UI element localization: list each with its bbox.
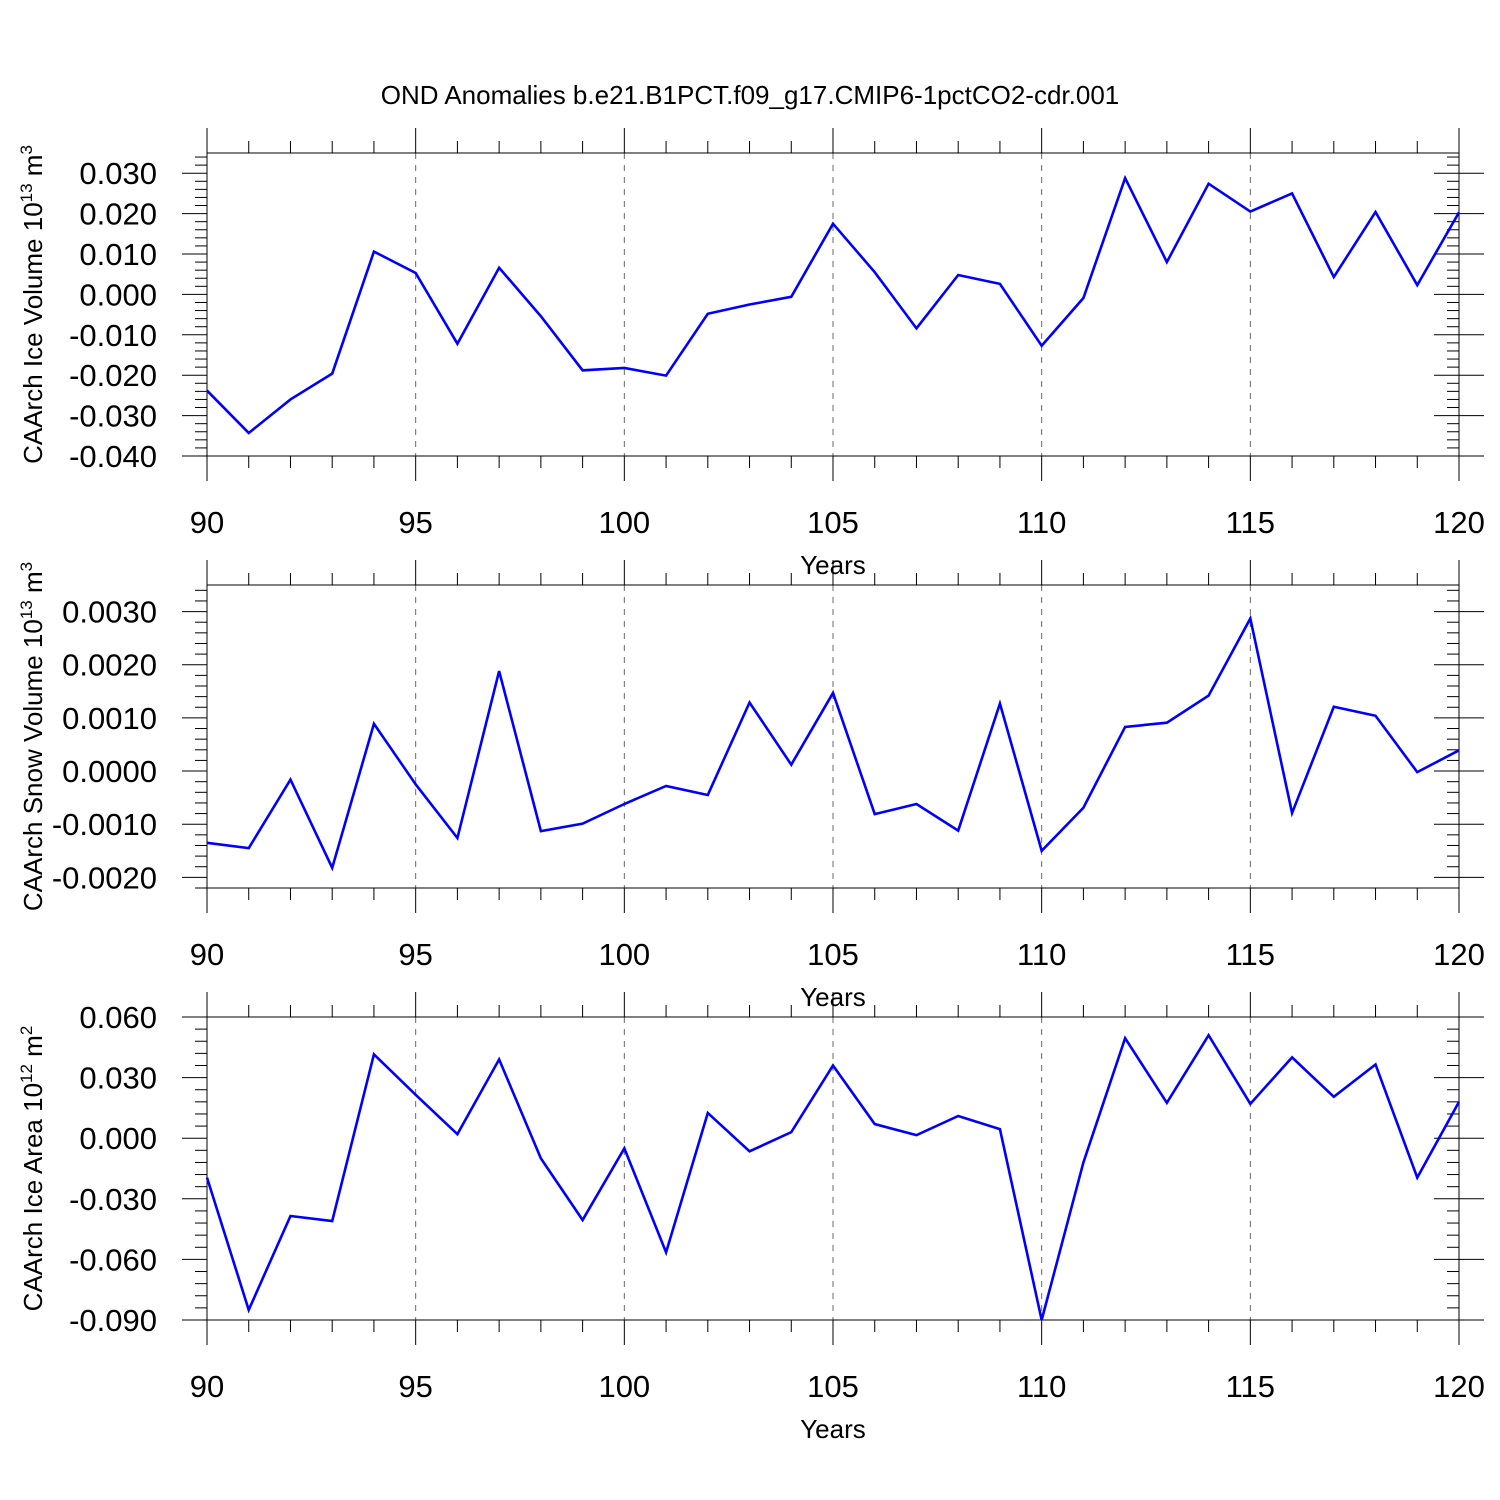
y-tick-label: -0.040 (69, 439, 157, 474)
y-tick-label: -0.0020 (52, 860, 157, 895)
y-axis-label-part: 13 (17, 600, 36, 619)
y-axis-label-part: CAArch Snow Volume 10 (18, 619, 48, 911)
y-axis-label-part: 3 (17, 562, 36, 571)
x-tick-label: 100 (598, 937, 650, 972)
y-axis-label-part: CAArch Ice Area 10 (18, 1083, 48, 1311)
x-tick-label: 95 (398, 937, 432, 972)
y-axis-label-part: 3 (17, 145, 36, 154)
x-tick-label: 115 (1226, 505, 1275, 540)
chart-panel-1: 90 95 100 105 110 115 120Years-0.040-0.030-0.0… (17, 128, 1485, 580)
y-tick-label: 0.020 (79, 197, 157, 232)
x-tick-label: 105 (807, 1369, 859, 1404)
chart-panel-2: 90 95 100 105 110 115 120Years-0.0020-0.00100.… (17, 560, 1485, 1012)
x-tick-label: 90 (190, 937, 224, 972)
x-tick-label: 120 (1433, 937, 1485, 972)
y-axis-label-part: 12 (17, 1064, 36, 1083)
y-axis-label-part: m (18, 155, 48, 184)
y-tick-label: -0.030 (69, 1182, 157, 1217)
x-tick-label: 110 (1017, 937, 1066, 972)
y-tick-label: 0.0020 (62, 648, 157, 683)
y-tick-label: 0.000 (79, 1121, 157, 1156)
y-tick-label: -0.020 (69, 358, 157, 393)
x-tick-label: 115 (1226, 1369, 1275, 1404)
x-tick-label: 110 (1017, 505, 1066, 540)
x-tick-label: 95 (398, 1369, 432, 1404)
figure-title: OND Anomalies b.e21.B1PCT.f09_g17.CMIP6-… (380, 80, 1120, 110)
y-tick-label: 0.0030 (62, 595, 157, 630)
y-tick-label: 0.0000 (62, 754, 157, 789)
y-axis-label-part: m (18, 571, 48, 600)
y-axis-label: CAArch Ice Area 1012 m2 (17, 1026, 48, 1312)
x-axis-label: Years (800, 1414, 866, 1444)
chart-panel-3: 90 95 100 105 110 115 120 Years -0.090 -0.060 -0.0… (17, 992, 1485, 1444)
y-tick-label: 0.000 (79, 277, 157, 312)
x-tick-label: 120 (1433, 1369, 1485, 1404)
y-tick-label: 0.060 (79, 1000, 157, 1035)
y-tick-label: -0.010 (69, 318, 157, 353)
y-axis-label-part: m (18, 1035, 48, 1064)
x-tick-label: 90 (190, 505, 224, 540)
y-tick-label: -0.090 (69, 1303, 157, 1338)
y-tick-label: 0.0010 (62, 701, 157, 736)
y-axis-label-part: CAArch Ice Volume 10 (18, 202, 48, 464)
y-tick-label: -0.060 (69, 1242, 157, 1277)
y-axis-label-part: 13 (17, 183, 36, 202)
x-tick-label: 95 (398, 505, 432, 540)
x-tick-label: 100 (598, 1369, 650, 1404)
x-tick-label: 105 (807, 937, 859, 972)
y-tick-label: 0.030 (79, 1061, 157, 1096)
y-tick-label: -0.030 (69, 399, 157, 434)
y-axis-label: CAArch Snow Volume 1013 m3 (17, 562, 48, 911)
x-tick-label: 120 (1433, 505, 1485, 540)
x-tick-label: 115 (1226, 937, 1275, 972)
y-tick-label: 0.010 (79, 237, 157, 272)
x-tick-label: 110 (1017, 1369, 1066, 1404)
y-axis-label-part: 2 (17, 1026, 36, 1035)
y-axis-label: CAArch Ice Volume 1013 m3 (17, 145, 48, 464)
x-tick-label: 105 (807, 505, 859, 540)
y-tick-label: 0.030 (79, 156, 157, 191)
x-tick-label: 90 (190, 1369, 224, 1404)
y-tick-label: -0.0010 (52, 807, 157, 842)
x-tick-label: 100 (598, 505, 650, 540)
